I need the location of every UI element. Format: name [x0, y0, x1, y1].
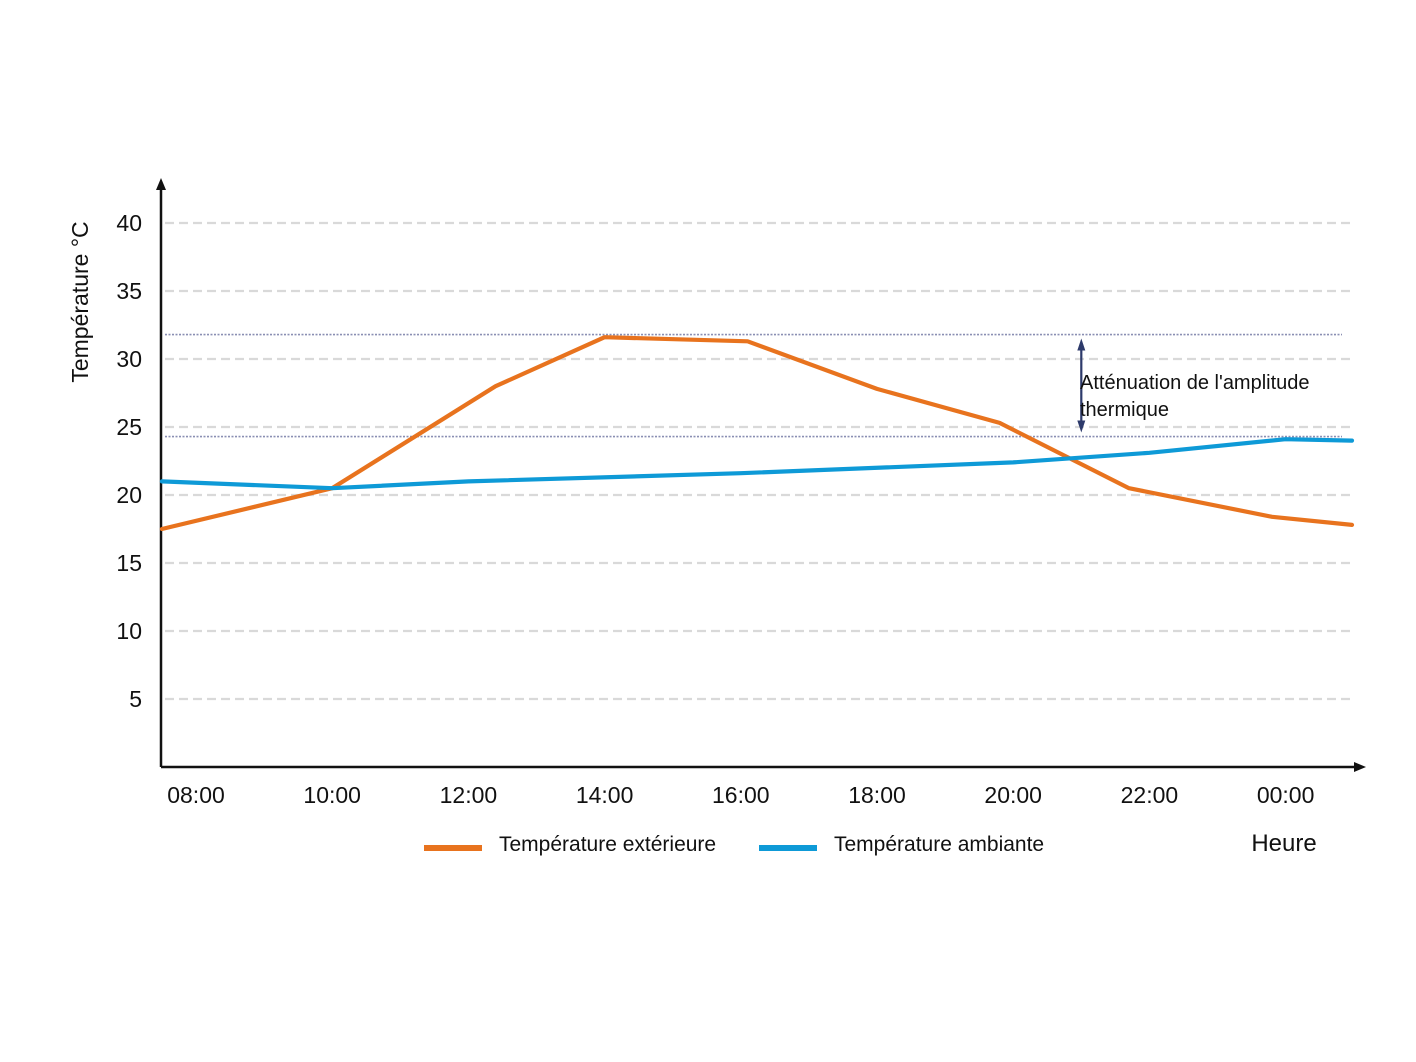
y-tick-label: 5 [129, 686, 142, 712]
series-lines [159, 335, 1355, 532]
y-tick-label: 10 [116, 618, 142, 644]
series-line-ambiante [159, 437, 1355, 491]
axes [156, 178, 1366, 772]
amplitude-annotation: Atténuation de l'amplitude thermique [1077, 338, 1310, 433]
y-tick-label: 25 [116, 414, 142, 440]
x-tick-label: 12:00 [440, 782, 498, 808]
y-tick-label: 40 [116, 210, 142, 236]
x-tick-label: 14:00 [576, 782, 634, 808]
x-tick-labels: 08:00 10:00 12:00 14:00 16:00 18:00 20:00 22:00… [167, 782, 1314, 808]
y-tick-label: 30 [116, 346, 142, 372]
y-tick-label: 15 [116, 550, 142, 576]
x-axis-arrow [1354, 762, 1366, 772]
y-tick-labels: 5 10 15 20 25 30 35 40 [116, 210, 142, 712]
x-tick-label: 16:00 [712, 782, 770, 808]
amplitude-annotation-text: Atténuation de l'amplitude [1080, 372, 1310, 394]
y-axis-arrow [156, 178, 166, 190]
x-tick-label: 10:00 [303, 782, 361, 808]
x-tick-label: 18:00 [848, 782, 906, 808]
x-tick-label: 00:00 [1257, 782, 1315, 808]
series-line-exterieure [159, 335, 1355, 532]
amplitude-reference-lines [165, 333, 1342, 438]
amplitude-arrow-head-up [1077, 338, 1086, 351]
y-axis-title: Température °C [67, 221, 93, 382]
x-tick-label: 20:00 [984, 782, 1042, 808]
x-axis-title: Heure [1251, 830, 1316, 857]
y-tick-label: 20 [116, 482, 142, 508]
amplitude-arrow-head-down [1077, 420, 1086, 433]
x-tick-label: 22:00 [1121, 782, 1179, 808]
legend-label: Température extérieure [499, 833, 716, 856]
grid-lines [165, 221, 1352, 701]
legend: Température extérieure Température ambian… [424, 833, 1044, 856]
legend-label: Température ambiante [834, 833, 1044, 856]
y-tick-label: 35 [116, 278, 142, 304]
amplitude-annotation-text: thermique [1080, 399, 1169, 421]
x-tick-label: 08:00 [167, 782, 225, 808]
